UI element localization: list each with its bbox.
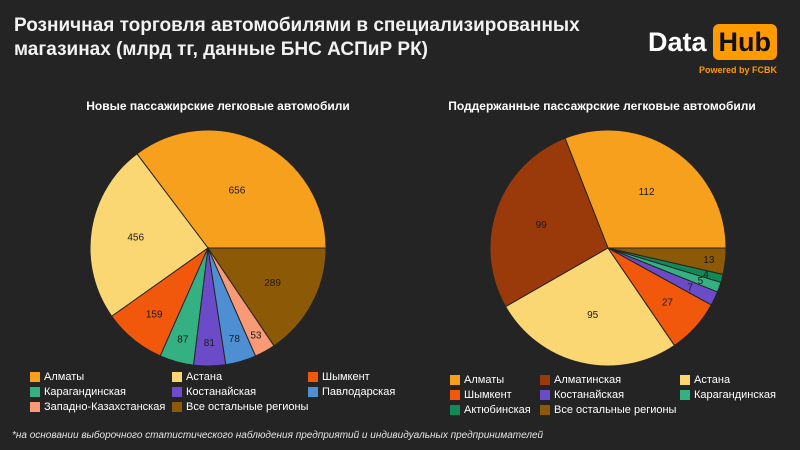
legend-swatch [540,375,550,385]
legend-label: Все остальные регионы [554,404,677,416]
legend-item-used-4: Костанайская [540,389,624,401]
legend-swatch [680,390,690,400]
legend-swatch [450,390,460,400]
legend-item-used-2: Астана [680,374,730,386]
legend-label: Алматинская [554,374,622,386]
legend-swatch [30,387,40,397]
data-label-used-3: 27 [662,297,674,308]
legend-swatch [308,372,318,382]
legend-label: Астана [186,371,223,383]
legend-label: Шымкент [464,389,512,401]
legend-label: Алматы [44,371,85,383]
data-label-new-6: 53 [250,330,262,341]
legend-swatch [30,402,40,412]
pie-slice-used-0 [564,129,727,249]
pie-slice-new-0 [136,129,327,249]
data-label-new-7: 289 [264,278,281,289]
legend-label: Западно-Казахстанская [44,401,166,413]
pie-slice-used-7 [607,247,727,275]
legend-item-new-2: Шымкент [308,371,370,383]
data-label-used-4: 7 [687,282,693,293]
logo-powered-by: Powered by FCBK [699,65,778,75]
legend-swatch [450,375,460,385]
legend-item-new-3: Карагандинская [30,386,126,398]
data-label-new-4: 81 [204,338,216,349]
legend-label: Павлодарская [322,386,396,398]
data-label-used-6: 4 [703,270,709,281]
legend-item-new-0: Алматы [30,371,84,383]
legend-swatch [540,405,550,415]
data-label-new-5: 78 [229,334,241,345]
data-label-new-1: 456 [127,232,144,243]
chart-title-used-cars: Поддержанные пассажрские легковые автомо… [448,99,756,113]
legend-used-cars: Алматы Алматинская Астана Шымкент Костанайск… [450,374,800,434]
legend-label: Все остальные регионы [186,401,309,413]
legend-label: Астана [694,374,731,386]
data-label-used-7: 13 [703,255,715,266]
legend-swatch [540,390,550,400]
legend-item-used-1: Алматинская [540,374,621,386]
logo-word-data: Data [648,26,707,57]
legend-item-used-6: Актюбинская [450,404,531,416]
legend-label: Актюбинская [464,404,531,416]
data-label-used-1: 99 [536,220,548,231]
pie-slice-used-2 [504,247,676,367]
data-label-new-2: 159 [146,309,163,320]
pie-chart-used-cars: 112 99 95 27 754 13 [489,129,727,367]
footnote: *на основании выборочного статистическог… [12,430,544,441]
legend-swatch [172,387,182,397]
legend-swatch [680,375,690,385]
chart-title-new-cars: Новые пассажирские легковые автомобили [86,99,350,113]
legend-item-new-5: Павлодарская [308,386,395,398]
legend-label: Карагандинская [694,389,776,401]
legend-swatch [308,387,318,397]
data-label-used-2: 95 [587,310,599,321]
legend-item-new-7: Все остальные регионы [172,401,308,413]
data-label-used-5: 5 [698,276,704,287]
data-label-new-0: 656 [229,185,246,196]
legend-item-used-5: Карагандинская [680,389,776,401]
legend-label: Карагандинская [44,386,126,398]
logo-word-hub: Hub [712,24,778,60]
legend-swatch [30,372,40,382]
data-label-used-0: 112 [639,187,655,198]
legend-item-new-6: Западно-Казахстанская [30,401,165,413]
legend-label: Шымкент [322,371,370,383]
legend-item-used-0: Алматы [450,374,504,386]
pie-slice-new-7 [207,247,327,347]
legend-swatch [172,402,182,412]
legend-new-cars: Алматы Астана Шымкент Карагандинская Костана… [30,371,395,431]
legend-item-used-3: Шымкент [450,389,512,401]
legend-label: Костанайская [554,389,625,401]
legend-item-used-7: Все остальные регионы [540,404,676,416]
datahub-logo: Data Hub Powered by FCBK [648,24,778,75]
legend-label: Костанайская [186,386,257,398]
legend-swatch [450,405,460,415]
data-label-new-3: 87 [177,334,189,345]
page-title: Розничная торговля автомобилями в специа… [14,15,580,60]
pie-slice-new-1 [89,153,209,317]
pie-chart-new-cars: 656 456 159 87 81 78 53 289 [89,129,327,367]
legend-label: Алматы [464,374,505,386]
legend-item-new-1: Астана [172,371,222,383]
legend-swatch [172,372,182,382]
legend-item-new-4: Костанайская [172,386,256,398]
